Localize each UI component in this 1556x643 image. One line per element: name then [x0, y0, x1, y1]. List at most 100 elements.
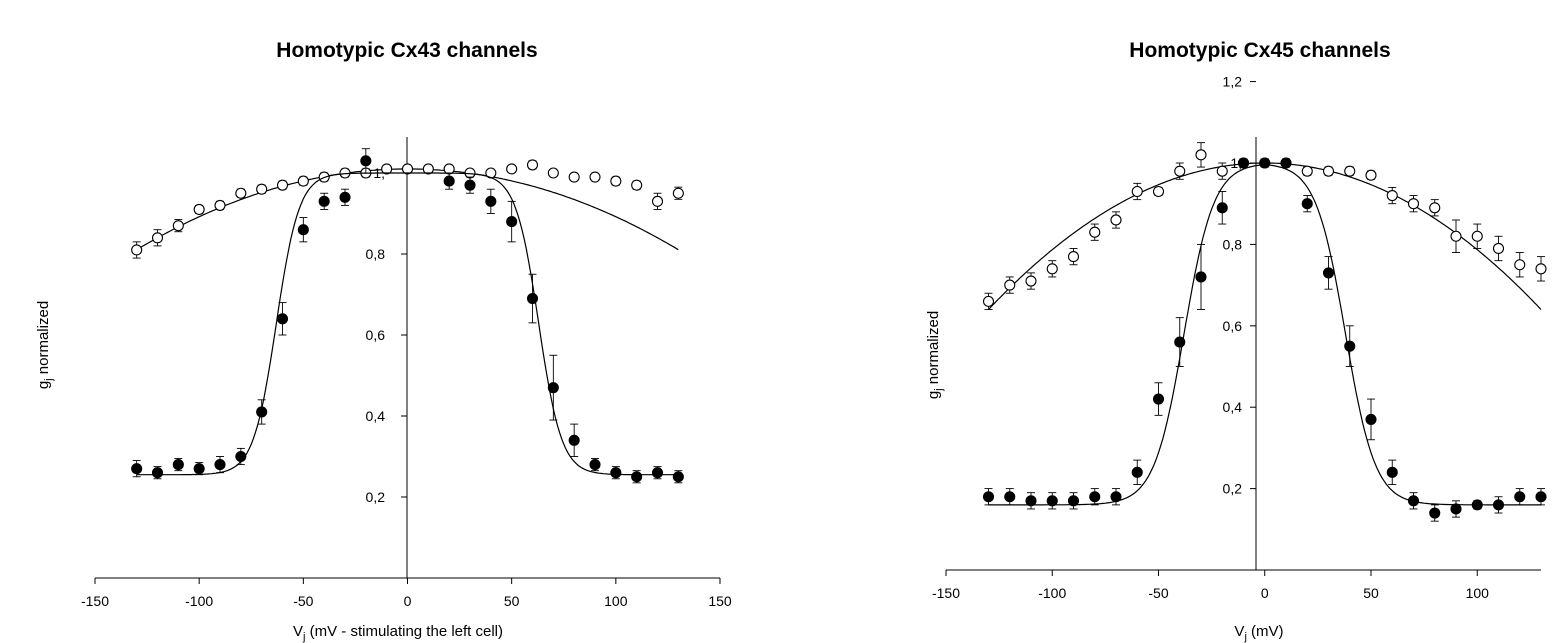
x-tick-label: 0	[1261, 585, 1269, 601]
x-axis-label-rest: (mV)	[1247, 623, 1284, 640]
data-point-open	[1407, 198, 1420, 210]
data-point-filled	[1450, 503, 1462, 515]
data-point-filled	[1259, 157, 1271, 169]
x-tick-label: -100	[1038, 585, 1066, 601]
data-point-filled	[1386, 466, 1398, 478]
data-point-open	[672, 187, 684, 199]
data-point-filled	[568, 434, 580, 446]
data-point-filled	[1535, 491, 1547, 503]
y-axis-label: gj normalized	[35, 301, 55, 389]
data-point-open	[1089, 226, 1101, 238]
data-point-open	[1152, 185, 1165, 198]
y-axis-label-rest: normalized	[925, 311, 942, 389]
x-tick-label: -50	[1148, 585, 1168, 601]
data-point-open	[610, 175, 622, 187]
x-axis-label-rest: (mV - stimulating the left cell)	[305, 623, 503, 640]
x-axis-label-sub: j	[1243, 631, 1246, 643]
y-tick-label: 0,4	[366, 408, 386, 424]
data-point-open	[526, 159, 539, 171]
y-tick-label: 0,6	[1223, 318, 1243, 334]
data-point-filled	[1322, 267, 1335, 279]
x-axis-label-main: V	[293, 623, 303, 640]
data-point-open	[193, 203, 205, 215]
data-point-filled	[1301, 198, 1313, 210]
data-point-open	[131, 244, 143, 256]
data-point-open	[214, 199, 226, 211]
data-point-filled	[1429, 507, 1441, 519]
data-point-open	[1131, 185, 1143, 198]
y-axis-label-rest: normalized	[35, 301, 52, 379]
x-tick-label: 150	[708, 593, 732, 609]
data-point-filled	[443, 175, 455, 187]
x-axis-label: Vj (mV - stimulating the left cell)	[293, 623, 503, 643]
data-point-filled	[339, 191, 351, 203]
data-point-open	[982, 295, 995, 307]
x-tick-label: 50	[1363, 585, 1379, 601]
data-point-filled	[1174, 336, 1186, 348]
x-axis-label-main: V	[1234, 623, 1244, 640]
x-tick-label: 50	[504, 593, 520, 609]
data-point-filled	[214, 459, 226, 471]
data-point-filled	[547, 382, 559, 394]
data-point-filled	[631, 471, 643, 483]
data-point-filled	[151, 467, 164, 479]
data-point-open	[172, 220, 184, 232]
data-point-filled	[672, 471, 684, 483]
data-point-filled	[589, 459, 601, 471]
data-point-open	[631, 179, 643, 191]
data-point-filled	[1195, 271, 1207, 283]
chart-cx45: Homotypic Cx45 channels -150 -100 -50 0 50 100…	[925, 39, 1547, 643]
chart-cx43: Homotypic Cx43 channels -150 -100 -50 0 50 100…	[35, 39, 732, 643]
x-axis-label-sub: j	[302, 631, 305, 643]
data-point-filled	[651, 467, 664, 479]
data-point-filled	[1089, 491, 1101, 503]
data-point-filled	[1110, 491, 1122, 503]
data-point-open	[401, 163, 414, 175]
data-point-open	[1365, 169, 1377, 181]
data-point-open	[256, 183, 268, 195]
data-point-open	[1067, 251, 1080, 263]
fit-curve	[988, 163, 1541, 506]
data-point-filled	[982, 491, 995, 503]
y-tick-label: 0,6	[366, 327, 386, 343]
data-point-open	[506, 163, 518, 175]
x-tick-label: -150	[932, 585, 960, 601]
data-point-filled	[464, 179, 476, 191]
fit-curve	[136, 172, 679, 476]
data-point-open	[1429, 202, 1441, 214]
data-point-open	[1514, 259, 1526, 271]
y-tick-label: 0,8	[1223, 236, 1243, 252]
data-point-open	[276, 179, 289, 191]
data-point-filled	[506, 216, 518, 228]
data-point-filled	[1046, 495, 1058, 507]
data-point-filled	[1152, 393, 1165, 405]
x-tick-label: -50	[293, 593, 313, 609]
data-point-filled	[193, 463, 205, 475]
data-point-open	[1174, 165, 1186, 177]
data-point-filled	[610, 467, 622, 479]
data-point-open	[1492, 242, 1505, 255]
data-point-open	[568, 171, 580, 183]
y-tick-label: 0,8	[366, 246, 386, 262]
x-tick-label: 100	[604, 593, 628, 609]
data-point-open	[1386, 190, 1398, 202]
y-axis-label: gj normalized	[925, 311, 945, 399]
y-tick-label: 0,2	[366, 489, 386, 505]
data-point-filled	[1514, 491, 1526, 503]
data-point-open	[1046, 263, 1058, 275]
x-tick-label: 100	[1466, 585, 1490, 601]
data-point-filled	[1237, 157, 1250, 169]
data-point-open	[1110, 214, 1122, 226]
data-point-open	[1344, 165, 1356, 177]
data-point-open	[547, 167, 559, 179]
data-point-filled	[360, 155, 372, 167]
data-point-filled	[1067, 495, 1080, 507]
y-tick-label: 1,2	[1223, 74, 1243, 90]
data-point-filled	[1344, 340, 1356, 352]
y-tick-label: 1,	[1230, 155, 1242, 171]
y-tick-label: 0,2	[1223, 481, 1243, 497]
x-tick-label: -150	[81, 593, 109, 609]
data-point-filled	[1407, 495, 1420, 507]
data-point-open	[1471, 230, 1483, 242]
